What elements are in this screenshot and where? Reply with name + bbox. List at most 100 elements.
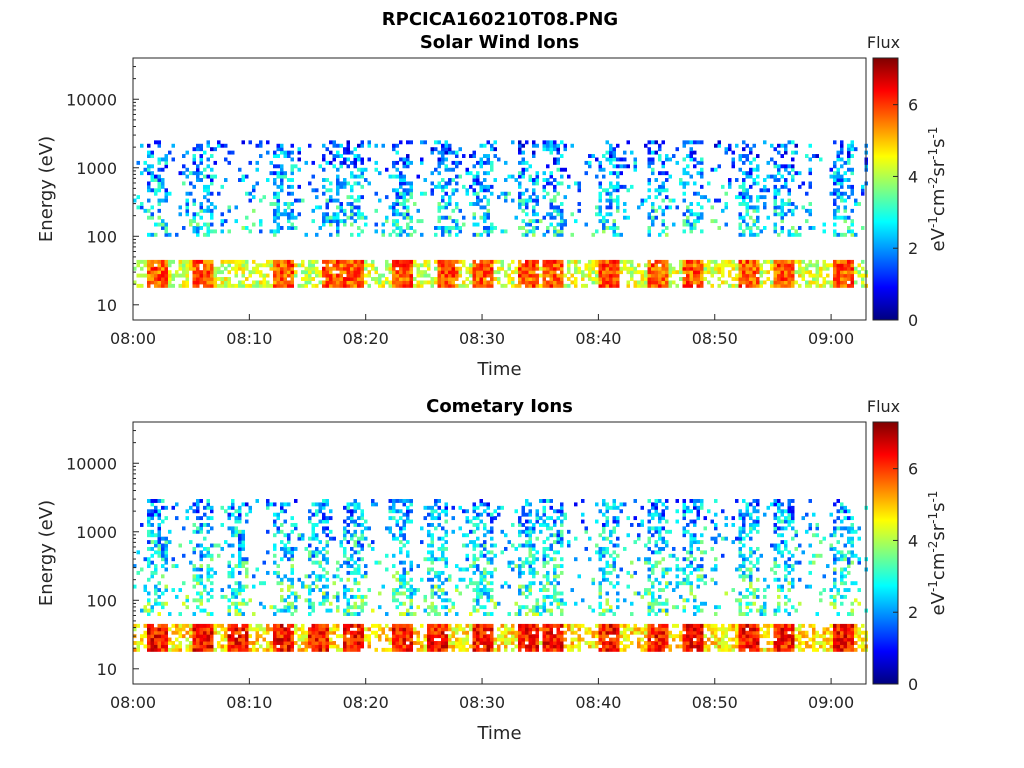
flux-cell — [798, 171, 802, 176]
flux-cell — [143, 630, 147, 635]
flux-cell — [420, 270, 424, 275]
flux-cell — [535, 598, 539, 603]
flux-cell — [136, 273, 140, 278]
flux-cell — [374, 277, 378, 281]
flux-cell — [336, 647, 340, 652]
flux-cell — [357, 543, 361, 548]
flux-cell — [220, 263, 224, 268]
flux-cell — [399, 499, 403, 503]
flux-cell — [549, 266, 553, 271]
flux-cell — [371, 266, 375, 271]
flux-cell — [301, 283, 305, 288]
flux-cell — [297, 184, 301, 189]
flux-cell — [133, 266, 137, 271]
flux-cell — [392, 533, 396, 538]
flux-cell — [241, 280, 245, 285]
flux-cell — [742, 160, 746, 165]
flux-cell — [402, 512, 406, 517]
flux-cell — [724, 205, 728, 210]
flux-cell — [280, 184, 284, 189]
flux-cell — [563, 601, 567, 606]
flux-cell — [353, 219, 357, 224]
flux-cell — [164, 567, 168, 572]
flux-cell — [742, 263, 746, 268]
flux-cell — [402, 577, 406, 582]
flux-cell — [245, 263, 249, 268]
flux-cell — [441, 634, 445, 639]
flux-cell — [392, 280, 396, 285]
flux-cell — [752, 270, 756, 275]
flux-cell — [647, 273, 651, 278]
flux-cell — [528, 280, 532, 285]
flux-cell — [556, 181, 560, 186]
flux-cell — [556, 160, 560, 165]
colorbar-title: Flux — [867, 33, 900, 52]
flux-cell — [462, 644, 466, 649]
flux-cell — [798, 270, 802, 275]
flux-cell — [157, 202, 161, 206]
flux-cell — [728, 263, 732, 268]
flux-cell — [311, 512, 315, 517]
flux-cell — [770, 157, 774, 162]
flux-cell — [350, 212, 354, 217]
flux-cell — [525, 280, 529, 285]
flux-cell — [742, 140, 746, 145]
flux-cell — [290, 280, 294, 285]
flux-cell — [521, 277, 525, 281]
flux-cell — [346, 630, 350, 635]
flux-cell — [287, 594, 291, 599]
flux-cell — [318, 601, 322, 606]
flux-cell — [843, 198, 847, 203]
flux-cell — [780, 259, 784, 264]
flux-cell — [710, 270, 714, 275]
flux-cell — [808, 273, 812, 278]
flux-cell — [322, 553, 326, 558]
flux-cell — [318, 540, 322, 545]
flux-cell — [280, 178, 284, 182]
flux-cell — [343, 150, 347, 155]
flux-cell — [343, 644, 347, 649]
flux-cell — [346, 509, 350, 514]
flux-cell — [847, 277, 851, 281]
flux-cell — [290, 202, 294, 206]
flux-cell — [192, 502, 196, 507]
flux-cell — [836, 167, 840, 172]
flux-cell — [416, 266, 420, 271]
flux-cell — [476, 283, 480, 288]
flux-cell — [665, 157, 669, 162]
flux-cell — [840, 174, 844, 179]
flux-cell — [731, 164, 735, 169]
flux-cell — [528, 512, 532, 517]
flux-cell — [556, 516, 560, 521]
flux-cell — [486, 266, 490, 271]
flux-cell — [434, 584, 438, 589]
flux-cell — [448, 277, 452, 281]
flux-cell — [325, 594, 329, 599]
flux-cell — [301, 263, 305, 268]
flux-cell — [507, 641, 511, 645]
flux-cell — [402, 215, 406, 220]
colorbar — [872, 57, 899, 321]
flux-cell — [245, 512, 249, 517]
flux-cell — [437, 219, 441, 224]
flux-cell — [231, 499, 235, 503]
flux-cell — [297, 536, 301, 541]
flux-cell — [402, 581, 406, 586]
flux-cell — [154, 641, 158, 645]
flux-cell — [542, 634, 546, 639]
flux-cell — [731, 150, 735, 155]
flux-cell — [280, 266, 284, 271]
flux-cell — [409, 509, 413, 514]
flux-cell — [444, 143, 448, 148]
flux-cell — [343, 266, 347, 271]
flux-cell — [241, 588, 245, 593]
flux-cell — [287, 533, 291, 538]
flux-cell — [154, 505, 158, 510]
flux-cell — [241, 259, 245, 264]
flux-cell — [192, 550, 196, 555]
flux-cell — [525, 273, 529, 278]
flux-cell — [609, 270, 613, 275]
flux-cell — [560, 519, 564, 524]
flux-cell — [602, 219, 606, 224]
flux-cell — [409, 560, 413, 565]
